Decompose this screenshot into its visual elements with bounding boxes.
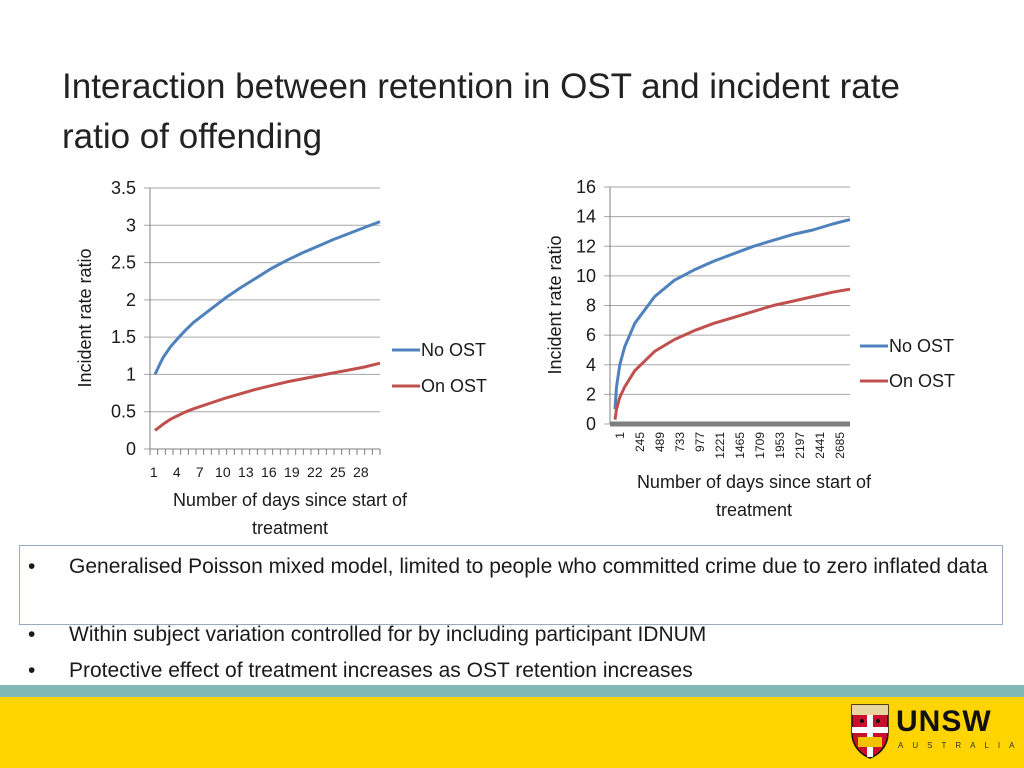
y-tick-label: 3.5 — [111, 178, 136, 198]
unsw-logo: UNSW AUSTRALIA — [850, 703, 1014, 761]
y-tick-label: 2 — [586, 384, 596, 404]
chart-right-gridlines — [604, 186, 850, 425]
bullet-dot: • — [28, 659, 36, 682]
legend-label: On OST — [421, 376, 487, 396]
series-line-on-ost — [613, 287, 851, 420]
chart-right-x-ticks: 1 245 489 733 977 1221 1465 1709 1953 2197 2441 268… — [613, 432, 847, 459]
x-tick-label: 1709 — [753, 432, 767, 459]
y-tick-label: 6 — [586, 325, 596, 345]
y-tick-label: 1.5 — [111, 327, 136, 347]
y-tick-label: 0 — [586, 414, 596, 434]
x-tick-label: 1 — [613, 432, 627, 439]
y-tick-label: 2.5 — [111, 253, 136, 273]
bullet-text-2: Within subject variation controlled for … — [69, 623, 707, 646]
y-tick-label: 3 — [126, 215, 136, 235]
y-tick-label: 12 — [576, 236, 596, 256]
x-tick-label: 7 — [196, 464, 204, 480]
logo-wordmark: UNSW — [896, 705, 992, 738]
y-tick-label: 1 — [126, 364, 136, 384]
chart-right-xlabel-line1: Number of days since start of — [637, 472, 872, 492]
x-tick-label: 13 — [238, 464, 254, 480]
x-tick-label: 22 — [307, 464, 323, 480]
legend-label: On OST — [889, 371, 955, 391]
x-tick-label: 1953 — [773, 432, 787, 459]
chart-right-xlabel-line2: treatment — [716, 500, 792, 520]
series-line-on-ost — [154, 361, 381, 432]
x-tick-label: 1 — [150, 464, 158, 480]
chart-left-gridlines — [144, 187, 380, 450]
chart-left: 00.511.522.533.5 1 4 7 10 13 16 19 22 25 28 No OS… — [75, 177, 955, 538]
x-tick-label: 2441 — [813, 432, 827, 459]
legend-label: No OST — [889, 336, 954, 356]
chart-right-ylabel: Incident rate ratio — [545, 235, 565, 374]
bullet-dot: • — [28, 555, 36, 578]
series-line-no-ost — [153, 220, 381, 376]
logo-subtitle: AUSTRALIA — [898, 741, 1024, 750]
x-tick-label: 16 — [261, 464, 277, 480]
y-tick-label: 10 — [576, 266, 596, 286]
x-tick-label: 28 — [353, 464, 369, 480]
y-tick-label: 14 — [576, 207, 596, 227]
bullet-text-3: Protective effect of treatment increases… — [69, 659, 693, 682]
series-line-no-ost — [613, 218, 851, 410]
chart-left-axes — [149, 188, 381, 455]
y-tick-label: 16 — [576, 177, 596, 197]
y-tick-label: 2 — [126, 290, 136, 310]
slide-title: Interaction between retention in OST and… — [62, 67, 900, 156]
chart-left-x-ticks: 1 4 7 10 13 16 19 22 25 28 — [150, 464, 369, 480]
x-tick-label: 489 — [653, 432, 667, 452]
y-tick-label: 0 — [126, 439, 136, 459]
chart-left-series — [153, 220, 381, 432]
x-tick-label: 2197 — [793, 432, 807, 459]
chart-right-legend: No OST On OST — [860, 336, 955, 391]
x-tick-label: 977 — [693, 432, 707, 452]
y-tick-label: 4 — [586, 355, 596, 375]
chart-left-xlabel-line2: treatment — [252, 518, 328, 538]
y-tick-label: 0.5 — [111, 402, 136, 422]
chart-right-axes — [609, 187, 850, 427]
chart-right-y-ticks: 0 2 4 6 8 10 12 14 16 — [576, 177, 596, 434]
x-tick-label: 1465 — [733, 432, 747, 459]
teal-band — [0, 685, 1024, 697]
chart-left-xlabel-line1: Number of days since start of — [173, 490, 408, 510]
x-tick-label: 2685 — [833, 432, 847, 459]
bullet-text-1: Generalised Poisson mixed model, limited… — [69, 555, 988, 578]
x-tick-label: 1221 — [713, 432, 727, 459]
legend-label: No OST — [421, 340, 486, 360]
chart-right-series — [613, 218, 851, 420]
y-tick-label: 8 — [586, 296, 596, 316]
chart-left-ylabel: Incident rate ratio — [75, 248, 95, 387]
x-tick-label: 733 — [673, 432, 687, 452]
x-tick-label: 245 — [633, 432, 647, 452]
bullet-box — [19, 545, 1003, 625]
x-tick-label: 25 — [330, 464, 346, 480]
unsw-crest-icon — [851, 704, 889, 759]
bullet-dot: • — [28, 623, 36, 646]
chart-left-legend: No OST On OST — [392, 340, 487, 396]
x-tick-label: 10 — [215, 464, 231, 480]
x-tick-label: 4 — [173, 464, 181, 480]
chart-left-y-ticks: 0 0.5 1 1.5 2 2.5 3 3.5 — [111, 178, 136, 459]
x-tick-label: 19 — [284, 464, 300, 480]
